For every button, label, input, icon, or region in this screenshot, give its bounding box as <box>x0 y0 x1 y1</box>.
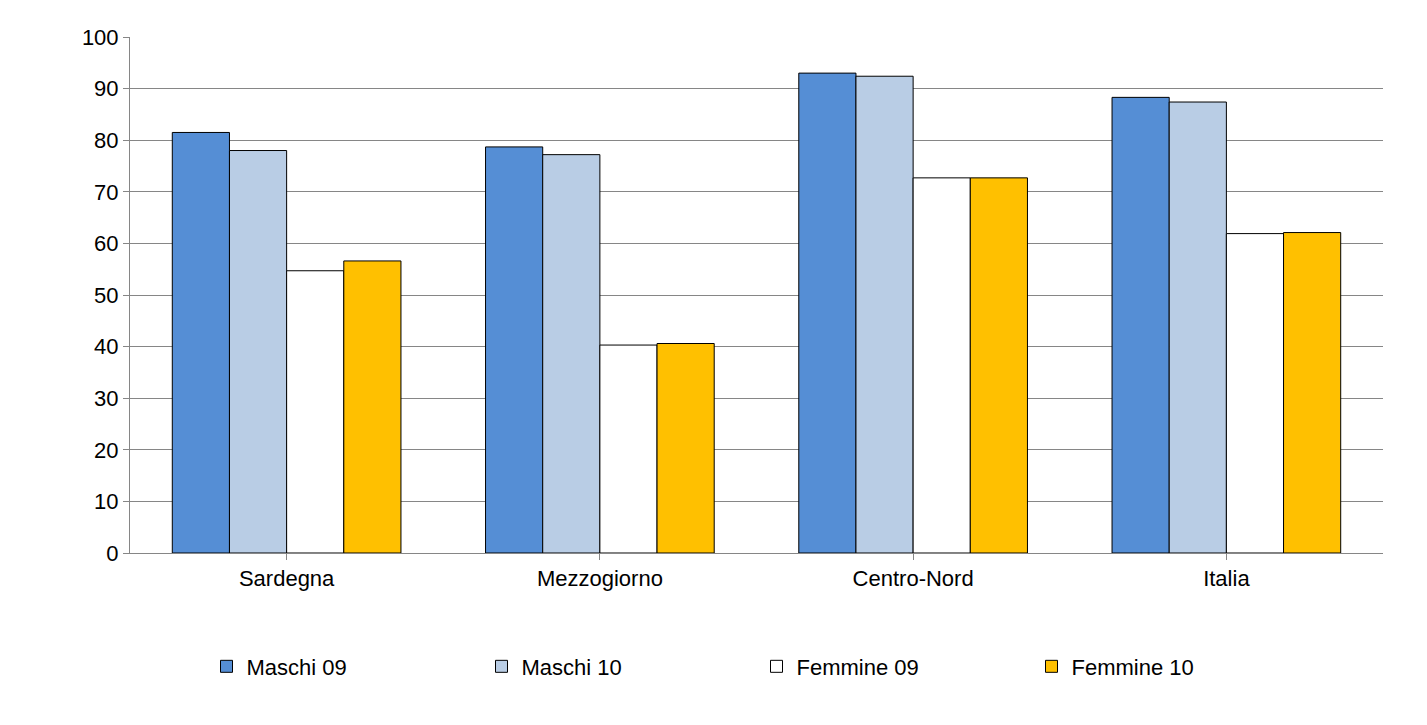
svg-text:Italia: Italia <box>1203 566 1250 591</box>
svg-text:Maschi 09: Maschi 09 <box>247 655 347 680</box>
svg-text:Femmine 09: Femmine 09 <box>797 655 919 680</box>
svg-text:60: 60 <box>94 231 118 256</box>
svg-text:Centro-Nord: Centro-Nord <box>853 566 974 591</box>
svg-text:Maschi 10: Maschi 10 <box>522 655 622 680</box>
svg-text:20: 20 <box>94 438 118 463</box>
svg-text:0: 0 <box>106 541 118 566</box>
svg-text:10: 10 <box>94 489 118 514</box>
svg-text:90: 90 <box>94 76 118 101</box>
svg-text:Mezzogiorno: Mezzogiorno <box>537 566 663 591</box>
svg-text:50: 50 <box>94 283 118 308</box>
svg-text:40: 40 <box>94 334 118 359</box>
svg-text:30: 30 <box>94 386 118 411</box>
svg-text:100: 100 <box>82 25 119 50</box>
svg-text:Sardegna: Sardegna <box>239 566 335 591</box>
svg-text:80: 80 <box>94 128 118 153</box>
svg-text:Femmine 10: Femmine 10 <box>1072 655 1194 680</box>
svg-text:70: 70 <box>94 180 118 205</box>
